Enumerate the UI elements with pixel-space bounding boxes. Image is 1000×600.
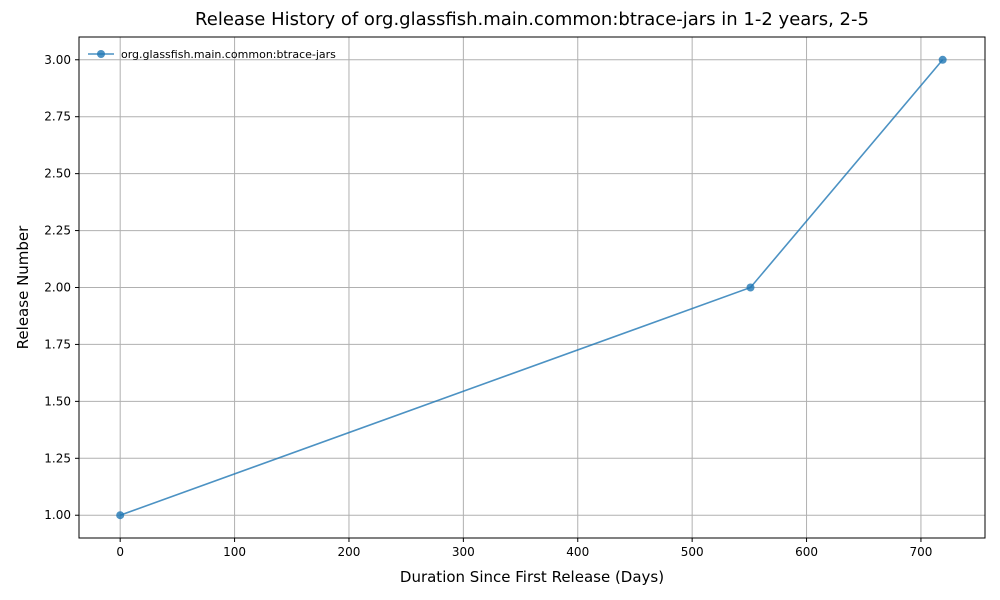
legend-marker xyxy=(97,50,105,58)
data-point xyxy=(746,283,755,292)
y-tick-label: 2.50 xyxy=(44,167,71,181)
grid xyxy=(79,37,985,538)
x-tick-label: 500 xyxy=(681,545,704,559)
y-tick-label: 1.75 xyxy=(44,337,71,351)
x-tick-label: 100 xyxy=(223,545,246,559)
x-tick-label: 300 xyxy=(452,545,475,559)
x-tick-label: 400 xyxy=(566,545,589,559)
x-tick-label: 700 xyxy=(909,545,932,559)
y-tick-label: 2.75 xyxy=(44,110,71,124)
data-point xyxy=(116,511,125,520)
data-point xyxy=(938,55,947,64)
x-tick-label: 600 xyxy=(795,545,818,559)
chart-title: Release History of org.glassfish.main.co… xyxy=(195,9,869,30)
y-tick-label: 3.00 xyxy=(44,53,71,67)
y-tick-label: 2.25 xyxy=(44,224,71,238)
y-tick-label: 1.25 xyxy=(44,451,71,465)
x-tick-label: 0 xyxy=(116,545,124,559)
x-tick-label: 200 xyxy=(338,545,361,559)
y-axis-ticks: 1.00 1.25 1.50 1.75 2.00 2.25 2.50 2.75 3.00 xyxy=(44,53,79,522)
x-axis-ticks: 0 100 200 300 400 500 600 700 xyxy=(116,538,932,559)
y-tick-label: 1.50 xyxy=(44,394,71,408)
legend: org.glassfish.main.common:btrace-jars xyxy=(88,48,336,61)
x-axis-title: Duration Since First Release (Days) xyxy=(400,568,664,586)
legend-label: org.glassfish.main.common:btrace-jars xyxy=(121,48,336,61)
y-tick-label: 2.00 xyxy=(44,281,71,295)
y-axis-title: Release Number xyxy=(14,225,32,349)
series-layer xyxy=(116,55,947,520)
y-tick-label: 1.00 xyxy=(44,508,71,522)
